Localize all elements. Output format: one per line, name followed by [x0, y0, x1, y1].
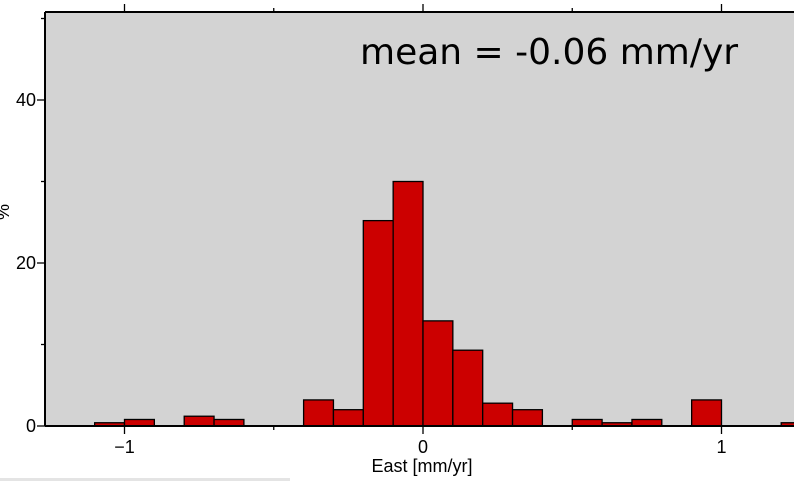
x-tick-label: −1 [114, 437, 135, 457]
histogram-bar [482, 402, 514, 427]
histogram-bar [302, 399, 335, 427]
bottom-strip [0, 478, 290, 481]
histogram-bar [691, 399, 723, 427]
histogram-bar [332, 409, 364, 427]
x-axis-title: East [mm/yr] [371, 456, 472, 476]
x-tick-label: 0 [418, 437, 428, 457]
y-tick-label: 40 [16, 90, 36, 110]
histogram-bar [452, 349, 484, 427]
mean-annotation: mean = -0.06 mm/yr [360, 32, 738, 73]
y-axis-title: % [0, 204, 13, 220]
histogram-bar [362, 219, 394, 427]
y-tick-label: 20 [16, 253, 36, 273]
x-tick-label: 1 [716, 437, 726, 457]
y-tick-label: 0 [26, 416, 36, 436]
axes [44, 11, 794, 427]
histogram-bar [392, 180, 424, 427]
histogram-bars [94, 180, 794, 427]
histogram-bar [422, 320, 454, 427]
tick-marks [37, 4, 723, 434]
histogram-bar [511, 409, 544, 427]
histogram-bar [780, 422, 794, 427]
histogram-bar [183, 415, 215, 427]
tick-labels: −2−101202040 [16, 90, 727, 457]
